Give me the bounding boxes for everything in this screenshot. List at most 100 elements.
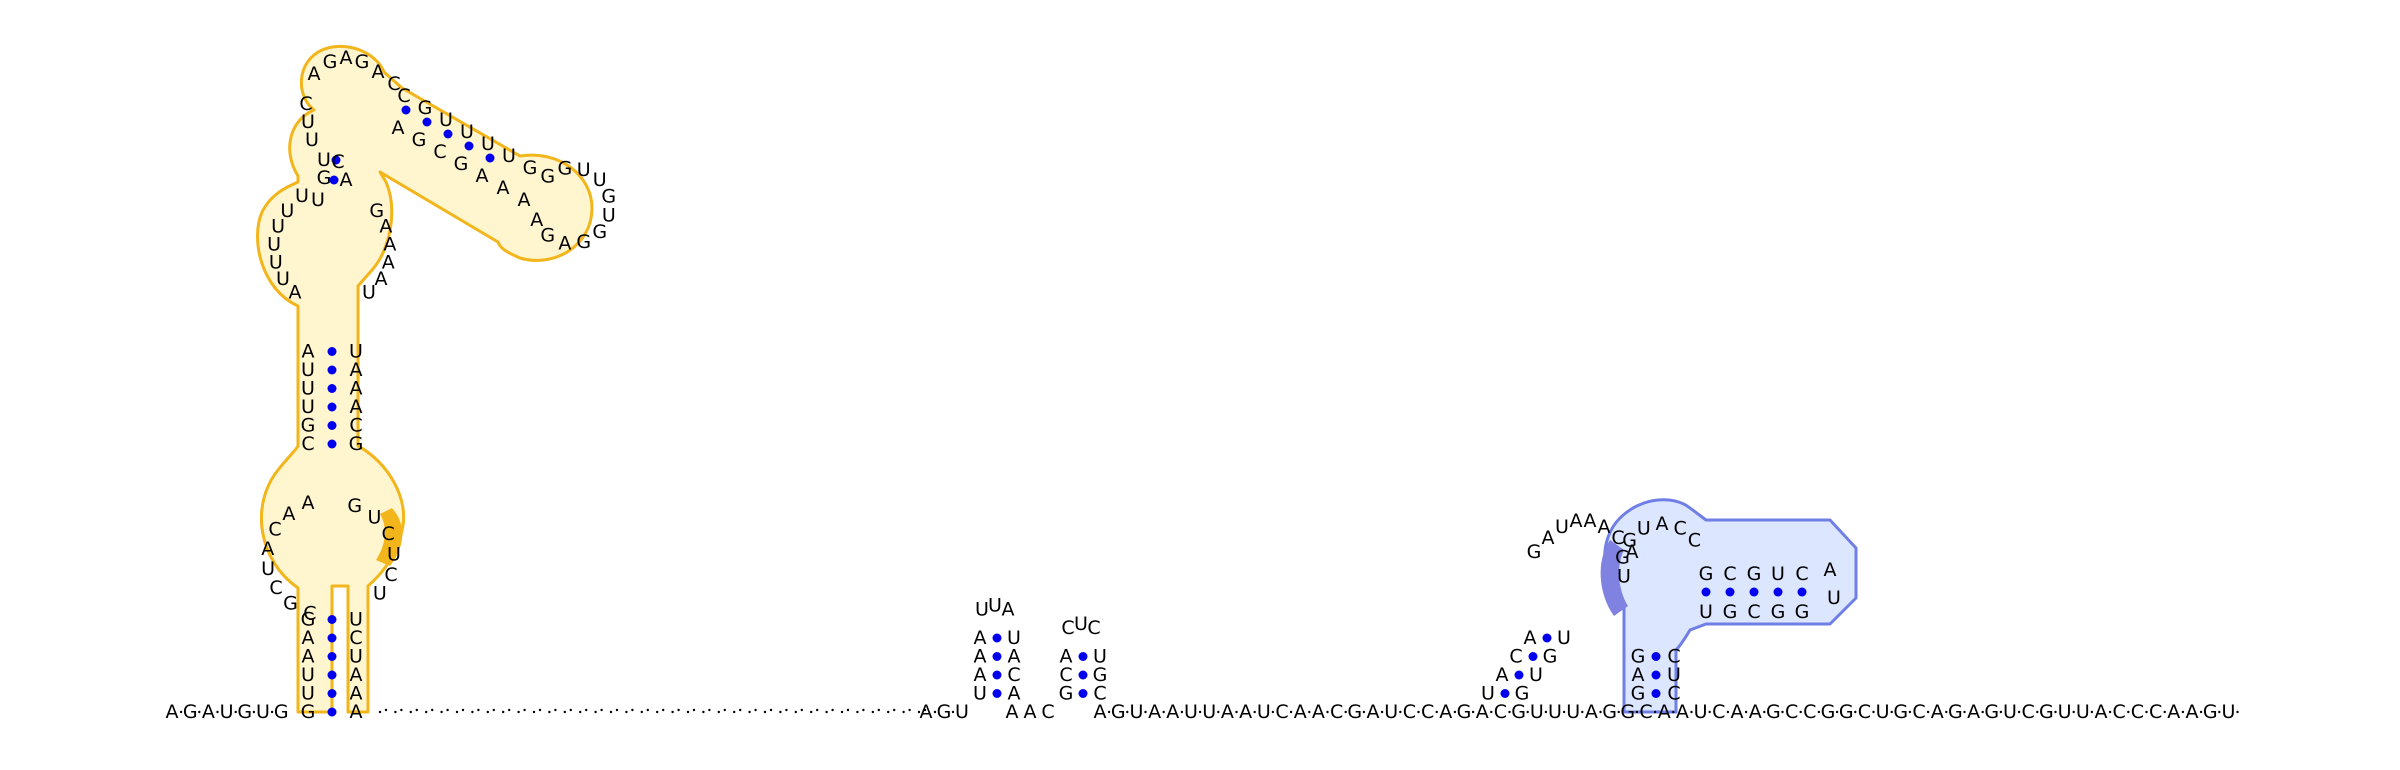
nucleotide: U <box>1384 701 1398 723</box>
unpaired-gap-dot <box>538 708 542 712</box>
backbone-link <box>198 710 201 714</box>
backbone-link <box>1653 710 1657 714</box>
nucleotide: G <box>355 51 370 73</box>
nucleotide: A <box>1584 510 1597 532</box>
nucleotide: U <box>301 396 315 418</box>
nucleotide: A <box>1367 701 1380 723</box>
unpaired-gap-dot <box>585 708 588 712</box>
nucleotide: U <box>2003 701 2017 723</box>
base-pair-dot <box>327 402 337 412</box>
backbone-link <box>1326 710 1329 714</box>
nucleotide: G <box>183 701 198 723</box>
nucleotide: A <box>166 701 179 723</box>
base-pair-dot <box>327 439 337 449</box>
nucleotide: U <box>1566 701 1580 723</box>
nucleotide: U <box>1074 613 1088 635</box>
nucleotide: U <box>1093 646 1107 668</box>
nucleotide: U <box>1530 701 1544 723</box>
backbone-link <box>1763 710 1766 714</box>
unpaired-gap-dot <box>609 710 613 714</box>
nucleotide: U <box>256 701 270 723</box>
nucleotide: G <box>1622 530 1637 552</box>
nucleotide: U <box>317 149 331 171</box>
backbone-link <box>1526 710 1529 714</box>
unpaired-gap-dot <box>769 708 773 712</box>
backbone-link <box>1963 710 1966 714</box>
nucleotide: A <box>350 359 363 381</box>
backbone-link <box>1508 710 1511 714</box>
backbone-link <box>1144 710 1147 714</box>
unpaired-gap-dot <box>440 710 443 714</box>
nucleotide: G <box>1602 701 1617 723</box>
backbone-link <box>1708 710 1711 714</box>
nucleotide: A <box>1008 646 1021 668</box>
nucleotide: A <box>1731 701 1744 723</box>
base-pair-dot <box>1651 652 1661 661</box>
nucleotide: U <box>1555 516 1569 538</box>
nucleotide: A <box>382 251 395 273</box>
nucleotide: C <box>381 523 394 545</box>
unpaired-gap-dot <box>733 710 736 714</box>
unpaired-gap-dot <box>492 708 495 712</box>
nucleotide: G <box>323 51 338 73</box>
nucleotide: G <box>347 495 362 517</box>
nucleotide: A <box>1294 701 1307 723</box>
nucleotide: C <box>268 519 281 541</box>
base-pair-dot <box>327 689 337 698</box>
backbone-link <box>1544 710 1548 714</box>
nucleotide: C <box>1785 701 1798 723</box>
nucleotide: C <box>269 577 282 599</box>
nucleotide: U <box>1548 701 1562 723</box>
nucleotide: A <box>1439 701 1452 723</box>
nucleotide: G <box>1527 541 1542 563</box>
nucleotide: A <box>558 232 571 254</box>
nucleotide: U <box>367 506 381 528</box>
base-pair-dot <box>1514 670 1524 680</box>
nucleotide: U <box>349 609 363 631</box>
base-pair-dot <box>1701 587 1711 597</box>
nucleotide: U <box>373 583 387 605</box>
nucleotide: A <box>974 627 987 649</box>
nucleotide: G <box>301 701 316 723</box>
nucleotide: G <box>1948 701 1963 723</box>
nucleotide: G <box>454 153 469 175</box>
unpaired-gap-dot <box>384 708 388 712</box>
unpaired-gap-dot <box>646 708 649 712</box>
unpaired-gap-dot <box>523 708 526 712</box>
base-pair-dot <box>1500 689 1510 698</box>
nucleotide: C <box>1007 664 1020 686</box>
backbone-link <box>1599 710 1602 714</box>
base-pair-dot <box>1528 652 1538 661</box>
unpaired-gap-dot <box>887 710 890 714</box>
base-pair-dot <box>485 153 495 163</box>
nucleotide: G <box>1766 701 1781 723</box>
base-pair-dot <box>327 707 337 717</box>
unpaired-gap-dot <box>739 708 742 712</box>
nucleotide: C <box>397 85 410 107</box>
nucleotide: G <box>1111 701 1126 723</box>
nucleotide: A <box>974 646 987 668</box>
domain-a-highlight-arc <box>376 508 403 566</box>
base-pair-dot <box>329 175 339 185</box>
nucleotide: G <box>1615 547 1630 569</box>
unpaired-gap-dot <box>477 708 480 712</box>
nucleotide: G <box>1631 683 1646 705</box>
unpaired-gap-dot <box>671 710 674 714</box>
unpaired-gap-dot <box>893 708 896 712</box>
nucleotide: U <box>975 599 989 621</box>
unpaired-gap-dot <box>800 708 803 712</box>
nucleotide: A <box>308 63 321 85</box>
nucleotide: A <box>1312 701 1325 723</box>
nucleotide: U <box>1699 601 1713 623</box>
backbone-link <box>1744 710 1748 714</box>
base-pair-dot <box>422 117 432 127</box>
nucleotide: U <box>1617 565 1631 587</box>
domain-a-outline <box>256 44 594 714</box>
backbone-link <box>1253 710 1256 714</box>
nucleotide: U <box>955 701 969 723</box>
nucleotide: A <box>350 664 363 686</box>
unpaired-gap-dot <box>862 708 865 712</box>
nucleotide: A <box>1931 701 1944 723</box>
backbone-link <box>1726 710 1730 714</box>
nucleotide: U <box>305 129 319 151</box>
